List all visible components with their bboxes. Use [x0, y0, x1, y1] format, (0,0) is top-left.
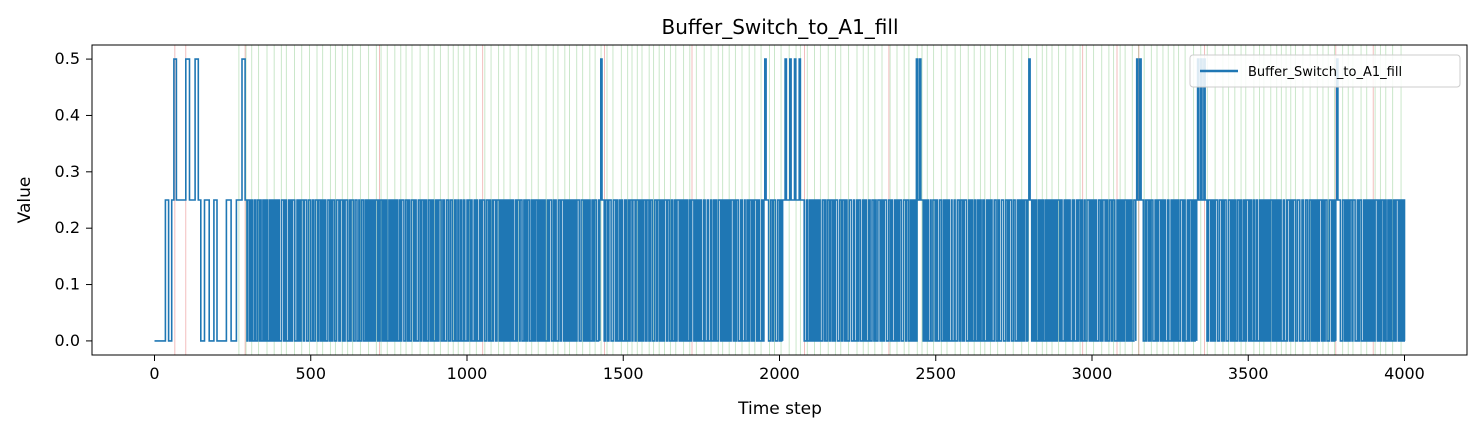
x-tick-label: 0: [149, 364, 159, 383]
chart-title: Buffer_Switch_to_A1_fill: [661, 15, 898, 39]
y-tick-label: 0.4: [55, 105, 80, 124]
y-tick-label: 0.3: [55, 162, 80, 181]
x-tick-label: 4000: [1384, 364, 1425, 383]
x-axis-label: Time step: [737, 399, 822, 419]
x-tick-label: 500: [295, 364, 326, 383]
x-tick-label: 2500: [915, 364, 956, 383]
legend: Buffer_Switch_to_A1_fill: [1189, 54, 1461, 88]
x-tick-label: 2000: [759, 364, 800, 383]
y-axis: 0.0 0.1 0.2 0.3 0.4 0.5: [55, 49, 92, 350]
series-line: [154, 58, 1406, 342]
x-tick-label: 3500: [1228, 364, 1269, 383]
x-tick-label: 3000: [1072, 364, 1113, 383]
x-tick-label: 1000: [447, 364, 488, 383]
y-tick-label: 0.5: [55, 49, 80, 68]
x-axis: 0 500 1000 1500 2000 2500 3000 3500 4000: [149, 355, 1425, 383]
y-axis-label: Value: [15, 177, 35, 224]
legend-label: Buffer_Switch_to_A1_fill: [1248, 65, 1402, 80]
x-tick-label: 1500: [603, 364, 644, 383]
y-tick-label: 0.1: [55, 275, 80, 294]
y-tick-label: 0.2: [55, 218, 80, 237]
series-layer: [154, 58, 1406, 342]
y-tick-label: 0.0: [55, 331, 80, 350]
legend-box: [1189, 54, 1461, 88]
